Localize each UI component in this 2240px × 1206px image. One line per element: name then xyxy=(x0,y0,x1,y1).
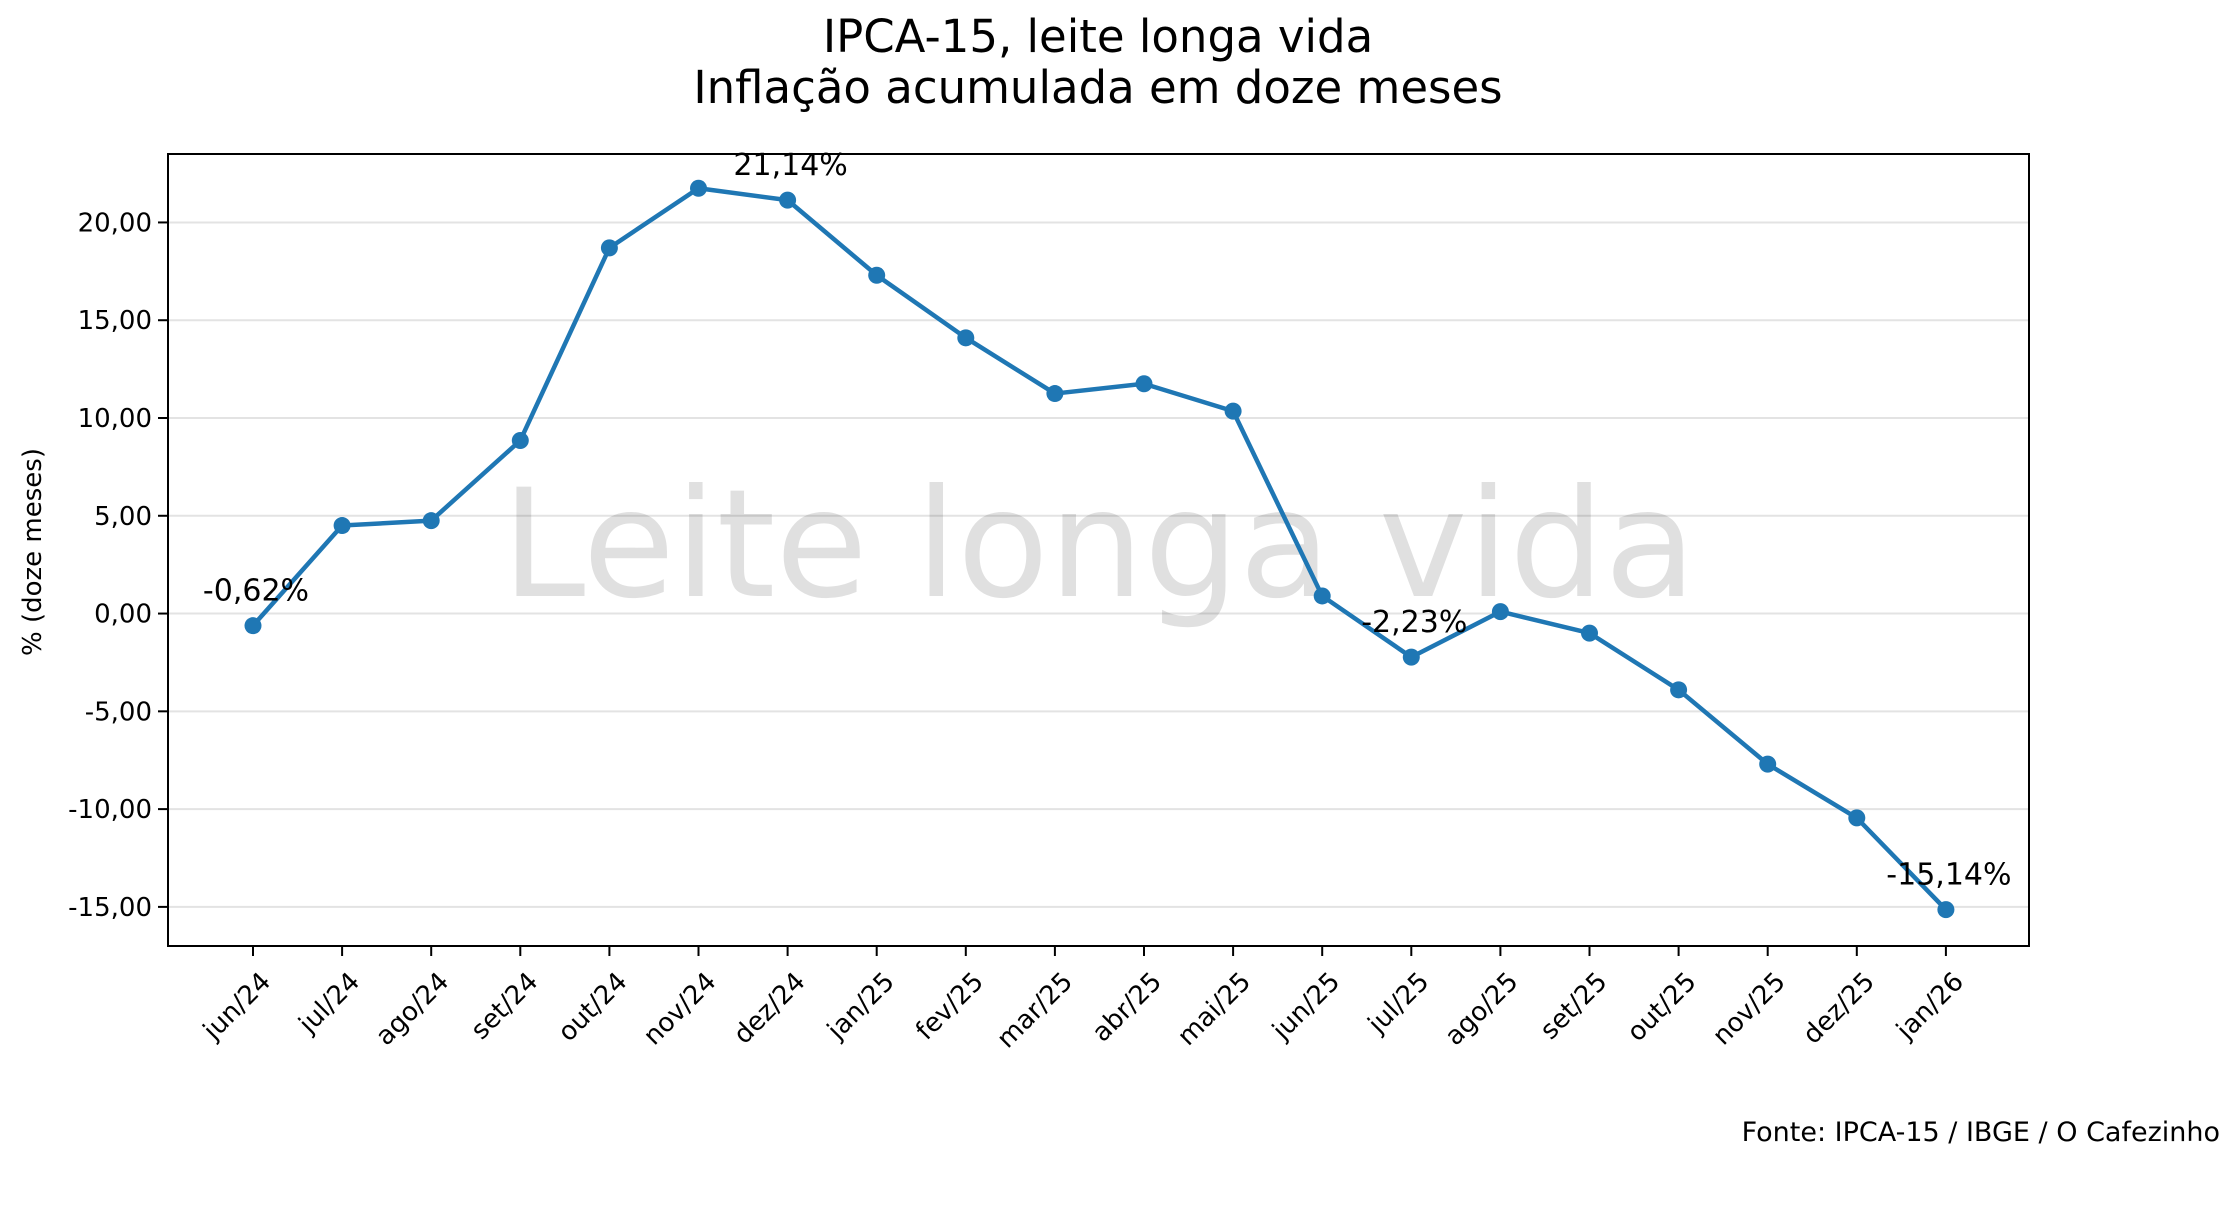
y-tick-label: 10,00 xyxy=(78,404,152,434)
x-tick-label: ago/25 xyxy=(1439,967,1524,1052)
data-point xyxy=(957,329,975,347)
plot-area: -0,62%21,14%-2,23%-15,14% xyxy=(203,148,2012,919)
data-point xyxy=(1313,587,1331,605)
x-tick-label: jun/25 xyxy=(1266,967,1346,1047)
y-tick-label: -10,00 xyxy=(68,795,152,825)
x-tick-label: fev/25 xyxy=(910,967,989,1046)
data-label: -2,23% xyxy=(1361,605,1467,640)
source-note: Fonte: IPCA-15 / IBGE / O Cafezinho xyxy=(1742,1117,2220,1148)
x-tick-label: abr/25 xyxy=(1087,967,1168,1048)
data-point xyxy=(1135,375,1153,393)
data-label: -15,14% xyxy=(1886,858,2011,893)
x-tick-label: out/24 xyxy=(552,967,633,1048)
x-tick-label: jun/24 xyxy=(197,967,277,1047)
data-point xyxy=(422,512,440,530)
x-tick-label: mar/25 xyxy=(991,967,1079,1055)
x-tick-label: dez/24 xyxy=(728,967,811,1050)
x-tick-label: jul/24 xyxy=(293,967,366,1040)
x-tick-label: out/25 xyxy=(1622,967,1703,1048)
y-tick-label: 20,00 xyxy=(78,208,152,238)
y-axis-label: % (doze meses) xyxy=(18,448,48,656)
x-tick-label: jul/25 xyxy=(1362,967,1435,1040)
x-tick-label: set/25 xyxy=(1535,967,1614,1046)
data-point xyxy=(1670,681,1688,699)
y-axis: -15,00 -10,00 -5,00 0,00 5,00 10,00 15,00 20,00 xyxy=(68,208,168,923)
x-tick-label: nov/24 xyxy=(638,967,723,1052)
series-line xyxy=(251,185,1948,912)
y-tick-label: -5,00 xyxy=(85,697,152,727)
x-tick-label: ago/24 xyxy=(370,967,455,1052)
data-point xyxy=(779,191,797,209)
x-tick-label: jan/25 xyxy=(821,967,901,1047)
data-point xyxy=(244,617,262,635)
x-tick-label: jan/26 xyxy=(1890,967,1970,1047)
watermark: Leite longa vida xyxy=(502,458,1697,632)
y-tick-label: 0,00 xyxy=(94,600,152,630)
y-tick-label: 5,00 xyxy=(94,502,152,532)
data-point xyxy=(1848,809,1866,827)
data-point xyxy=(1224,402,1242,420)
data-point xyxy=(1491,603,1509,621)
chart-title: IPCA-15, leite longa vida xyxy=(823,10,1373,63)
data-point xyxy=(1759,755,1777,773)
y-tick-label: 15,00 xyxy=(78,306,152,336)
data-label: -0,62% xyxy=(203,574,309,609)
x-tick-label: mai/25 xyxy=(1172,967,1257,1052)
data-point xyxy=(1402,648,1420,666)
data-point xyxy=(1937,901,1955,919)
x-tick-label: nov/25 xyxy=(1707,967,1792,1052)
data-point xyxy=(1046,385,1064,403)
x-tick-label: set/24 xyxy=(465,967,544,1046)
y-tick-label: -15,00 xyxy=(68,893,152,923)
data-point xyxy=(333,517,351,535)
data-point xyxy=(600,239,618,257)
x-tick-label: dez/25 xyxy=(1797,967,1880,1050)
gridlines xyxy=(168,221,2029,908)
plot-frame xyxy=(167,153,2030,947)
data-point xyxy=(1581,624,1598,642)
data-point xyxy=(511,431,529,449)
x-axis: jun/24 jul/24 ago/24 set/24 out/24 nov/24 dez/… xyxy=(197,946,1970,1054)
data-point xyxy=(868,266,886,284)
data-point xyxy=(690,179,707,197)
chart-subtitle: Inflação acumulada em doze meses xyxy=(693,61,1502,114)
